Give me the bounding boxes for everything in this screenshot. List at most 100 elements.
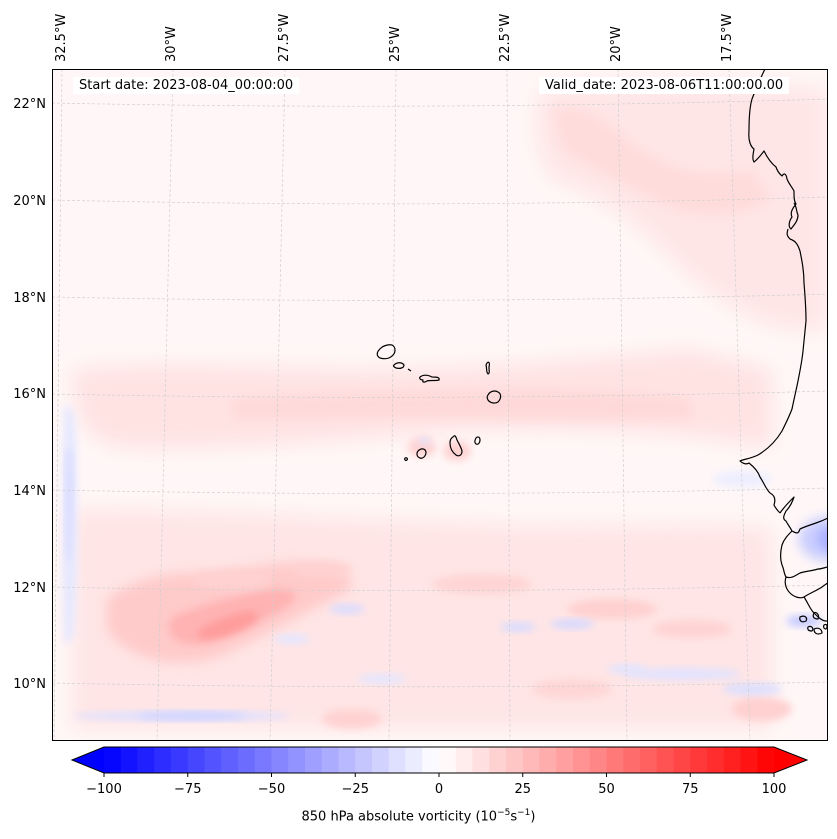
vorticity-negative-west-strip-core	[65, 447, 73, 561]
colorbar-cell	[187, 747, 206, 773]
colorbar-cell	[623, 747, 641, 773]
island-sal	[485, 361, 490, 375]
vorticity-positive-blob	[443, 441, 471, 461]
colorbar-cell	[120, 747, 139, 773]
map-frame	[52, 69, 828, 741]
colorbar-cell	[439, 747, 457, 773]
colorbar-tick-label: 75	[681, 782, 699, 797]
colorbar-cell	[656, 747, 675, 773]
colorbar-cell	[673, 747, 691, 773]
colorbar-cell	[321, 747, 340, 773]
longitude-label: 22.5°W	[498, 13, 513, 62]
vorticity-negative-blob	[622, 668, 742, 680]
colorbar-tick-label: 50	[598, 782, 615, 797]
latitude-label: 16°N	[13, 387, 46, 402]
longitude-label: 30°W	[164, 26, 179, 62]
vorticity-positive-blob	[567, 599, 657, 619]
coastline-bissagos-islands	[799, 611, 828, 635]
colorbar-cell	[573, 747, 591, 773]
vorticity-negative-blob	[607, 664, 647, 674]
colorbar-cell	[405, 747, 423, 773]
vorticity-negative-blob	[550, 619, 594, 629]
colorbar-tick-label: −75	[174, 782, 202, 797]
colorbar-cell	[238, 747, 256, 773]
start-date-annotation: Start date: 2023-08-04_00:00:00	[73, 77, 300, 94]
colorbar-cell	[472, 747, 490, 773]
vorticity-positive-blob	[432, 574, 532, 594]
colorbar-cell	[271, 747, 289, 773]
colorbar-cell	[305, 747, 323, 773]
colorbar-cell	[606, 747, 624, 773]
island-brava	[404, 457, 408, 461]
colorbar-cell	[589, 747, 608, 773]
parallel-20n	[52, 196, 828, 205]
latitude-label: 10°N	[13, 677, 46, 692]
colorbar-cell	[355, 747, 373, 773]
vorticity-positive-northeast-core	[552, 107, 772, 216]
meridian-27-5w	[269, 69, 286, 741]
parallel-18n	[52, 293, 828, 301]
vorticity-positive-blob	[192, 569, 272, 589]
vorticity-negative-blob	[500, 622, 536, 632]
colorbar-cell	[522, 747, 541, 773]
island-sao-nicolau	[419, 374, 440, 383]
vorticity-negative-blob	[722, 683, 782, 695]
island-santo-antao	[376, 344, 396, 360]
vorticity-negative-coastal-guinea-core	[818, 527, 828, 551]
graticule	[52, 69, 828, 741]
vorticity-negative-blob	[357, 674, 407, 684]
colorbar-label-mid: s	[510, 809, 518, 825]
colorbar-extend-low	[72, 747, 104, 773]
colorbar-cell	[690, 747, 708, 773]
latitude-label: 12°N	[13, 581, 46, 596]
vorticity-negative-blob	[329, 604, 365, 614]
parallel-16n	[52, 390, 828, 398]
colorbar-cell	[137, 747, 155, 773]
vorticity-positive-band-16n-core	[232, 389, 692, 420]
colorbar-cell	[455, 747, 474, 773]
coastline-senegal-gambia	[779, 496, 828, 622]
vorticity-field	[62, 81, 828, 729]
meridian-22-5w	[506, 69, 511, 741]
meridian-25w	[388, 69, 397, 741]
island-boa-vista	[486, 390, 502, 404]
colorbar-cell	[489, 747, 507, 773]
vorticity-negative-island	[418, 437, 430, 445]
colorbar-cell	[723, 747, 742, 773]
island-fogo	[416, 448, 427, 459]
island-santa-luzia	[407, 368, 412, 372]
island-maio	[474, 436, 481, 445]
colorbar-tick-label: −100	[86, 782, 122, 797]
valid-date-annotation: Valid_date: 2023-08-06T11:00:00.00	[539, 77, 790, 94]
colorbar-cell	[154, 747, 172, 773]
vorticity-negative-bissagos	[786, 615, 822, 627]
colorbar-cell	[422, 747, 440, 773]
longitude-label: 32.5°W	[54, 13, 69, 62]
vorticity-positive-blob	[732, 697, 792, 721]
vorticity-positive-blob	[532, 679, 612, 699]
colorbar-cell	[640, 747, 658, 773]
map-panel	[52, 69, 828, 741]
coastline-west-africa-north	[739, 69, 807, 514]
colorbar-cell	[388, 747, 407, 773]
colorbar-cell	[740, 747, 758, 773]
colorbar-cell	[757, 747, 775, 773]
colorbar-cell	[506, 747, 524, 773]
vorticity-negative-south-band-core	[137, 712, 247, 720]
colorbar-tick-label: −50	[257, 782, 286, 797]
colorbar-cell	[288, 747, 306, 773]
parallel-22n	[52, 98, 828, 107]
colorbar-label-end: )	[530, 809, 536, 825]
vorticity-positive-south-broad	[72, 509, 772, 729]
colorbar-cell	[204, 747, 222, 773]
parallel-10n	[52, 681, 828, 688]
colorbar-label-exp2: −1	[517, 808, 531, 818]
vorticity-positive-blob	[292, 561, 352, 577]
latitude-label: 22°N	[13, 97, 46, 112]
colorbar-cell	[707, 747, 725, 773]
parallel-12n	[52, 584, 828, 591]
colorbar-extend-high	[774, 747, 807, 773]
colorbar-cell	[171, 747, 189, 773]
longitude-label: 25°W	[388, 26, 403, 62]
colorbar-tick-label: −25	[341, 782, 369, 797]
